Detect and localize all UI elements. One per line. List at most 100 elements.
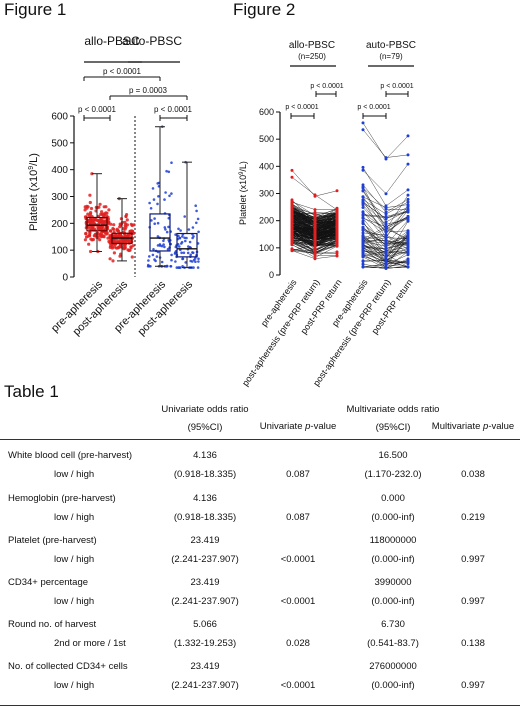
row-univariate-or: 4.136	[193, 493, 217, 504]
fig2-point	[290, 206, 294, 209]
fig2-point	[290, 230, 294, 234]
fig2-point	[361, 198, 365, 202]
fig2-point	[384, 230, 388, 234]
fig1-point	[167, 225, 170, 229]
fig1-ytick-label: 500	[51, 138, 68, 149]
fig1-box	[86, 216, 108, 232]
fig1-point	[118, 222, 122, 226]
fig2-p-label-1: p < 0.0001	[310, 83, 343, 90]
fig1-point	[100, 210, 104, 214]
fig1-point	[112, 223, 116, 227]
fig2-point	[384, 210, 388, 214]
fig1-point	[160, 260, 164, 264]
fig2-point	[290, 212, 294, 216]
fig1-p-label-2: p = 0.0003	[129, 86, 168, 95]
fig1-point	[185, 236, 188, 240]
header-multivariate-or: Multivariate odds ratio (95%CI)	[346, 404, 440, 433]
fig1-ytick-label: 100	[51, 246, 68, 257]
fig1-point	[184, 239, 187, 243]
fig1-point	[188, 240, 192, 244]
fig2-point	[361, 206, 365, 209]
fig2-point	[290, 168, 294, 172]
fig1-point	[123, 234, 127, 238]
fig1-point	[116, 246, 120, 250]
fig2-ytick-label: 0	[269, 270, 274, 280]
fig1-points-3	[173, 160, 200, 269]
row-variable-name: White blood cell (pre-harvest)	[8, 450, 133, 461]
row-multivariate-p: 0.038	[461, 469, 485, 480]
row-univariate-p: 0.087	[286, 512, 310, 523]
fig2-point	[406, 230, 410, 234]
fig1-point	[191, 226, 195, 229]
fig2-point	[384, 220, 388, 224]
fig2-point	[384, 156, 388, 160]
fig2-point	[406, 248, 410, 252]
fig2-point	[361, 259, 365, 263]
fig1-point	[123, 246, 127, 250]
figure2-lineplot: allo-PBSC (n=250) auto-PBSC (n=79) p < 0…	[238, 40, 416, 388]
fig1-point	[180, 251, 183, 255]
fig1-point	[182, 251, 186, 255]
fig1-point	[173, 252, 177, 255]
fig2-point	[406, 162, 410, 166]
fig1-point	[183, 215, 186, 218]
fig2-points-0	[290, 168, 339, 261]
fig1-point	[181, 257, 185, 261]
fig2-p-label-4: p < 0.0001	[357, 104, 390, 111]
row-variable-name: Round no. of harvest	[8, 619, 97, 630]
fig1-point	[184, 261, 187, 264]
row-multivariate-ci: (0.000-inf)	[371, 512, 415, 523]
fig2-point	[361, 265, 365, 269]
fig2-point	[384, 236, 388, 240]
header-multivariate-p: Multivariate p-value	[431, 421, 515, 432]
fig1-point	[180, 242, 183, 245]
figure2-title: Figure 2	[233, 0, 296, 19]
fig2-point	[313, 245, 317, 249]
row-univariate-ci: (0.918-18.335)	[173, 512, 237, 523]
fig1-point	[88, 193, 92, 197]
fig2-ytick-label: 400	[259, 161, 274, 171]
fig1-bracket-allo	[83, 115, 111, 121]
fig1-point	[197, 260, 200, 263]
row-univariate-p: <0.0001	[280, 554, 316, 565]
fig2-point	[406, 209, 410, 213]
row-univariate-or: 23.419	[190, 535, 220, 546]
fig1-p-label-4: p < 0.0001	[154, 105, 193, 114]
fig1-point	[148, 255, 151, 258]
fig2-point	[290, 209, 294, 213]
fig2-points-1	[361, 121, 410, 270]
fig1-point	[87, 242, 91, 246]
fig1-point	[181, 235, 184, 238]
fig1-point	[170, 253, 173, 257]
fig1-point	[120, 238, 124, 242]
fig1-point	[89, 212, 93, 216]
fig1-point	[84, 232, 88, 236]
fig2-ytick-label: 300	[259, 189, 274, 199]
fig2-point	[335, 227, 339, 231]
fig1-point	[179, 229, 182, 232]
row-univariate-p: 0.028	[286, 638, 310, 649]
fig1-point	[91, 226, 95, 231]
row-univariate-or: 23.419	[190, 577, 220, 588]
fig1-p-label-3: p < 0.0001	[78, 105, 117, 114]
fig2-point	[361, 216, 365, 220]
row-multivariate-ci: (0.000-inf)	[371, 554, 415, 565]
fig1-point	[104, 232, 108, 236]
row-variable-comparison: low / high	[54, 554, 95, 565]
fig1-point	[108, 257, 112, 261]
row-univariate-p: <0.0001	[280, 596, 316, 607]
fig1-point	[189, 253, 192, 257]
fig2-point	[335, 254, 339, 258]
fig2-point	[384, 249, 388, 253]
fig1-point	[170, 258, 173, 262]
fig1-point	[117, 229, 121, 233]
fig1-point	[92, 234, 96, 238]
fig1-point	[151, 253, 155, 257]
fig1-point	[111, 259, 115, 263]
fig2-point	[406, 188, 410, 192]
fig1-point	[168, 194, 171, 198]
fig1-point	[156, 202, 159, 206]
fig1-point	[129, 245, 133, 249]
fig2-point	[406, 197, 410, 201]
fig1-p-label-1: p < 0.0001	[103, 67, 142, 76]
